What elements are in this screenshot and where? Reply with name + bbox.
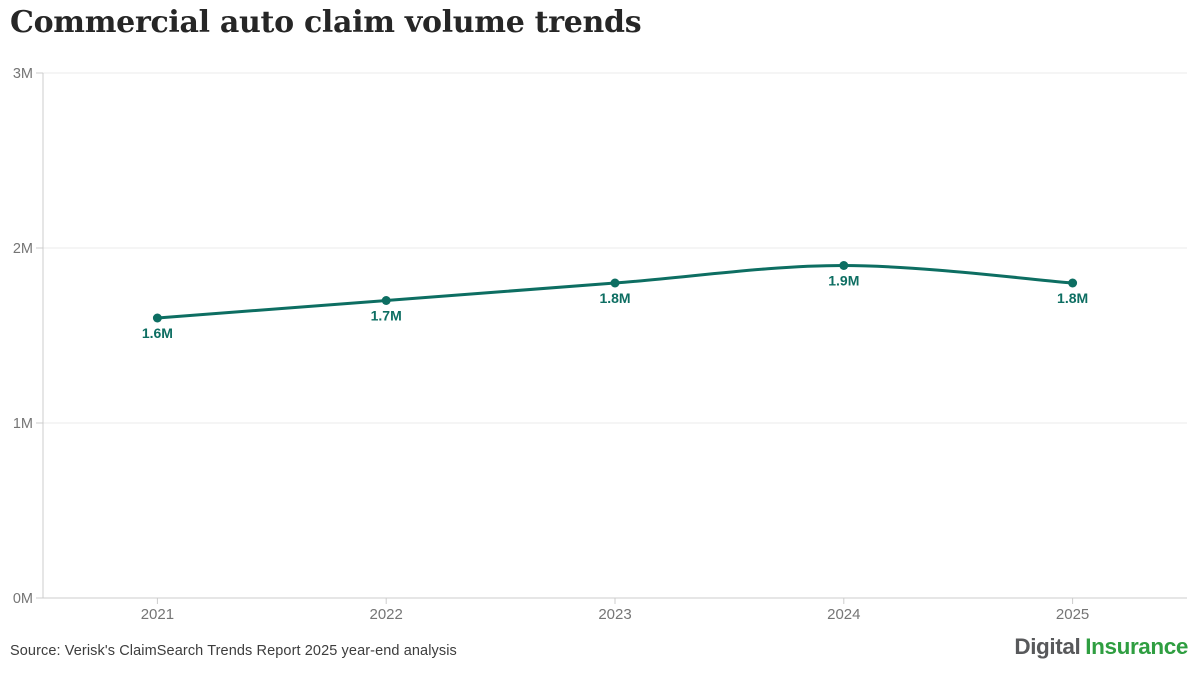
data-point-label: 1.6M [142,325,173,341]
y-axis-label: 1M [13,416,33,432]
x-axis-label: 2024 [827,606,860,623]
data-point [1068,278,1078,288]
data-point [152,313,162,323]
data-point-label: 1.8M [599,290,630,306]
data-point [381,296,391,305]
source-note: Source: Verisk's ClaimSearch Trends Repo… [10,643,457,659]
publisher-logo[interactable]: Digital Insurance [1014,634,1188,660]
data-point-label: 1.7M [371,308,402,324]
chart-title: Commercial auto claim volume trends [10,5,642,40]
x-axis-label: 2022 [370,606,403,623]
y-axis-label: 2M [13,241,33,257]
x-axis-label: 2025 [1056,606,1089,623]
y-axis-label: 0M [13,591,33,607]
data-point [839,261,849,270]
data-point-label: 1.9M [828,273,859,289]
x-axis-label: 2021 [141,606,174,623]
publisher-logo-digital: Digital [1014,634,1081,659]
data-point [610,278,620,288]
y-axis-label: 3M [13,66,33,82]
data-point-label: 1.8M [1057,290,1088,306]
publisher-logo-insurance: Insurance [1085,634,1188,659]
x-axis-label: 2023 [598,606,631,623]
